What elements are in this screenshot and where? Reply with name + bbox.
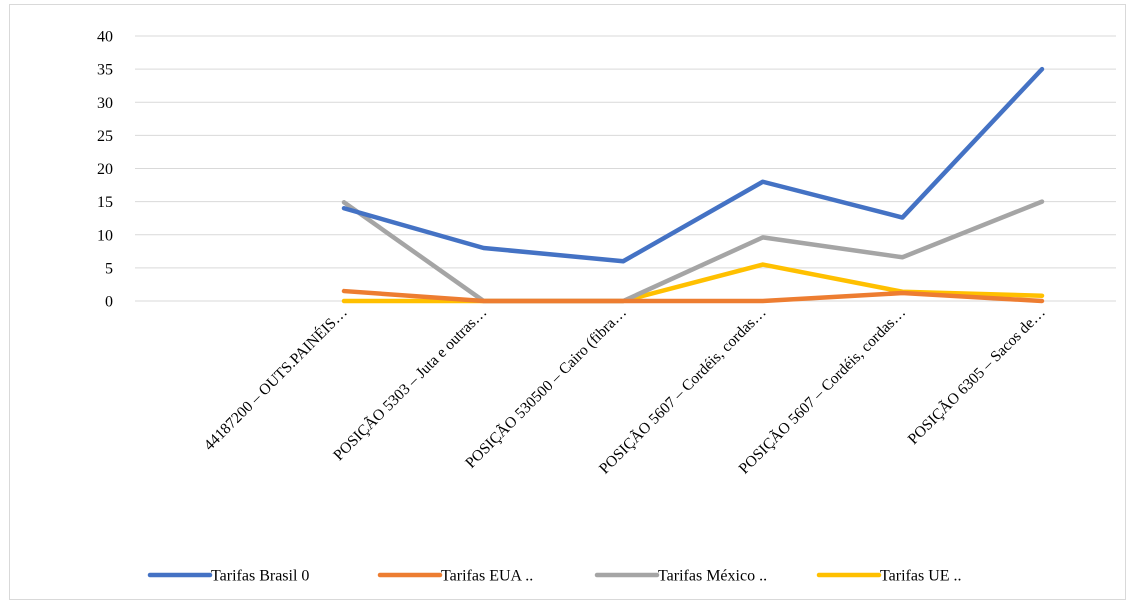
legend-label: Tarifas México .. [658, 568, 767, 585]
y-tick-label: 30 [97, 95, 113, 112]
x-category-label: POSIÇÃO 530500 – Cairo (fibra… [462, 304, 630, 472]
x-category-label: POSIÇÃO 6305 – Sacos de… [905, 304, 1049, 448]
x-category-label: POSIÇÃO 5607 – Cordéis, cordas… [736, 304, 910, 478]
legend-label: Tarifas EUA .. [441, 568, 533, 585]
series-line-1 [341, 288, 1045, 304]
legend-label: Tarifas UE .. [880, 568, 962, 585]
gridlines [135, 35, 1116, 302]
series-lines [341, 66, 1045, 304]
y-tick-label: 40 [97, 29, 113, 46]
y-tick-label: 20 [97, 161, 113, 178]
series-line-0 [341, 66, 1045, 264]
x-axis-categories: 44187200 – OUTS.PAINÉIS…POSIÇÃO 5303 – J… [201, 304, 1049, 478]
x-category-label: 44187200 – OUTS.PAINÉIS… [201, 304, 351, 454]
series-line-2 [341, 199, 1045, 304]
y-tick-label: 10 [97, 227, 113, 244]
y-tick-label: 35 [97, 62, 113, 79]
legend-label: Tarifas Brasil 0 [211, 568, 309, 585]
y-tick-label: 5 [105, 260, 113, 277]
legend: Tarifas Brasil 0 Tarifas EUA .. Tarifas Mé… [147, 568, 962, 585]
y-tick-label: 25 [97, 128, 113, 145]
y-tick-label: 0 [105, 294, 113, 311]
y-axis-ticks: 0 5 10 15 20 25 30 35 40 [97, 29, 113, 311]
y-tick-label: 15 [97, 194, 113, 211]
x-category-label: POSIÇÃO 5303 – Juta e outras… [330, 304, 490, 464]
x-category-label: POSIÇÃO 5607 – Cordéis, cordas… [596, 304, 770, 478]
